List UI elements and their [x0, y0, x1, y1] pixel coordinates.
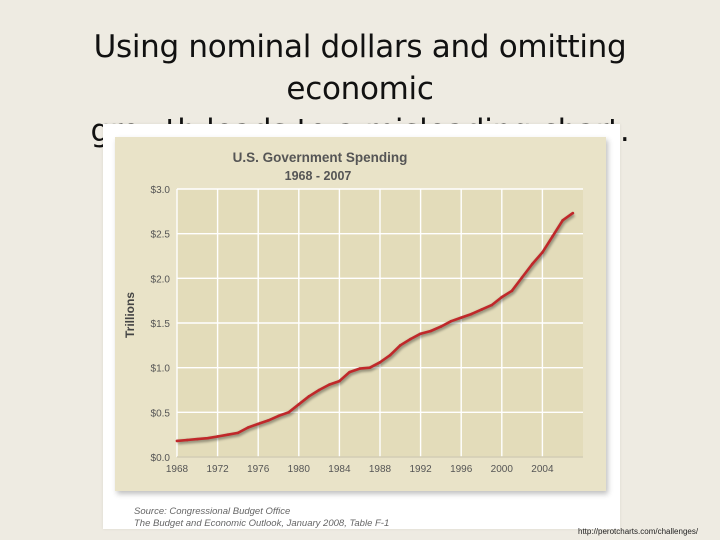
data-point	[185, 438, 189, 442]
data-point	[378, 361, 382, 364]
data-point	[348, 370, 351, 374]
x-tick-label: 1996	[450, 464, 473, 475]
y-tick-label: $1.0	[151, 364, 171, 375]
chart-panel: U.S. Government Spending 1968 - 2007 Tri…	[103, 124, 620, 529]
data-point	[419, 332, 422, 336]
credit-url: http://perotcharts.com/challenges/	[578, 527, 699, 536]
data-point	[520, 276, 524, 279]
x-tick-label: 2000	[491, 464, 514, 475]
x-tick-label: 2004	[531, 464, 554, 475]
data-point	[196, 437, 199, 441]
data-point	[368, 366, 372, 369]
data-point	[236, 431, 240, 435]
data-point	[317, 388, 321, 392]
data-point	[256, 422, 260, 426]
data-point	[459, 316, 463, 319]
data-point	[541, 251, 544, 254]
data-point	[490, 303, 493, 307]
data-point	[409, 337, 412, 341]
data-point	[267, 419, 270, 422]
data-point	[551, 235, 554, 238]
x-tick-label: 1984	[328, 464, 351, 475]
x-tick-label: 1972	[206, 464, 229, 475]
data-point	[175, 439, 179, 443]
y-tick-label: $1.5	[151, 319, 171, 330]
data-point	[287, 411, 290, 414]
data-point	[500, 295, 504, 299]
data-point	[480, 308, 483, 311]
x-tick-label: 1992	[409, 464, 432, 475]
y-tick-label: $0.0	[151, 453, 171, 464]
data-point	[307, 394, 311, 398]
chart-title: U.S. Government Spending	[233, 150, 408, 165]
data-point	[510, 289, 514, 293]
chart-subtitle: 1968 - 2007	[285, 169, 352, 183]
source-note: Source: Congressional Budget Office The …	[134, 506, 614, 530]
data-point	[571, 211, 575, 215]
data-point	[439, 325, 443, 328]
chart-frame: U.S. Government Spending 1968 - 2007 Tri…	[115, 137, 606, 529]
y-tick-label: $2.5	[151, 230, 171, 241]
data-point	[449, 319, 453, 323]
x-tick-label: 1968	[166, 464, 189, 475]
data-point	[216, 435, 219, 438]
x-tick-label: 1980	[288, 464, 311, 475]
x-tick-label: 1976	[247, 464, 270, 475]
data-point	[226, 433, 230, 436]
data-point	[470, 312, 473, 316]
data-point	[246, 426, 250, 429]
slide-title-line-1: Using nominal dollars and omitting econo…	[93, 29, 627, 107]
y-tick-label: $2.0	[151, 274, 171, 285]
data-point	[358, 367, 361, 370]
data-point	[399, 344, 402, 347]
data-point	[297, 402, 301, 406]
series-shadow	[177, 212, 575, 445]
y-tick-label: $0.5	[151, 408, 171, 419]
data-point	[429, 329, 433, 333]
data-point	[277, 414, 280, 418]
x-tick-label: 1988	[369, 464, 392, 475]
y-axis-label: Trillions	[123, 292, 137, 338]
source-line-1: Source: Congressional Budget Office	[134, 506, 291, 517]
data-point	[338, 379, 341, 383]
data-point	[327, 383, 331, 386]
data-point	[530, 262, 534, 266]
government-spending-chart: U.S. Government Spending 1968 - 2007 Tri…	[123, 150, 583, 475]
data-point	[561, 218, 564, 222]
spending-series-line	[175, 211, 575, 443]
data-point	[388, 353, 392, 357]
y-tick-label: $3.0	[151, 185, 171, 196]
source-line-2: The Budget and Economic Outlook, January…	[134, 518, 390, 529]
data-point	[206, 436, 209, 440]
